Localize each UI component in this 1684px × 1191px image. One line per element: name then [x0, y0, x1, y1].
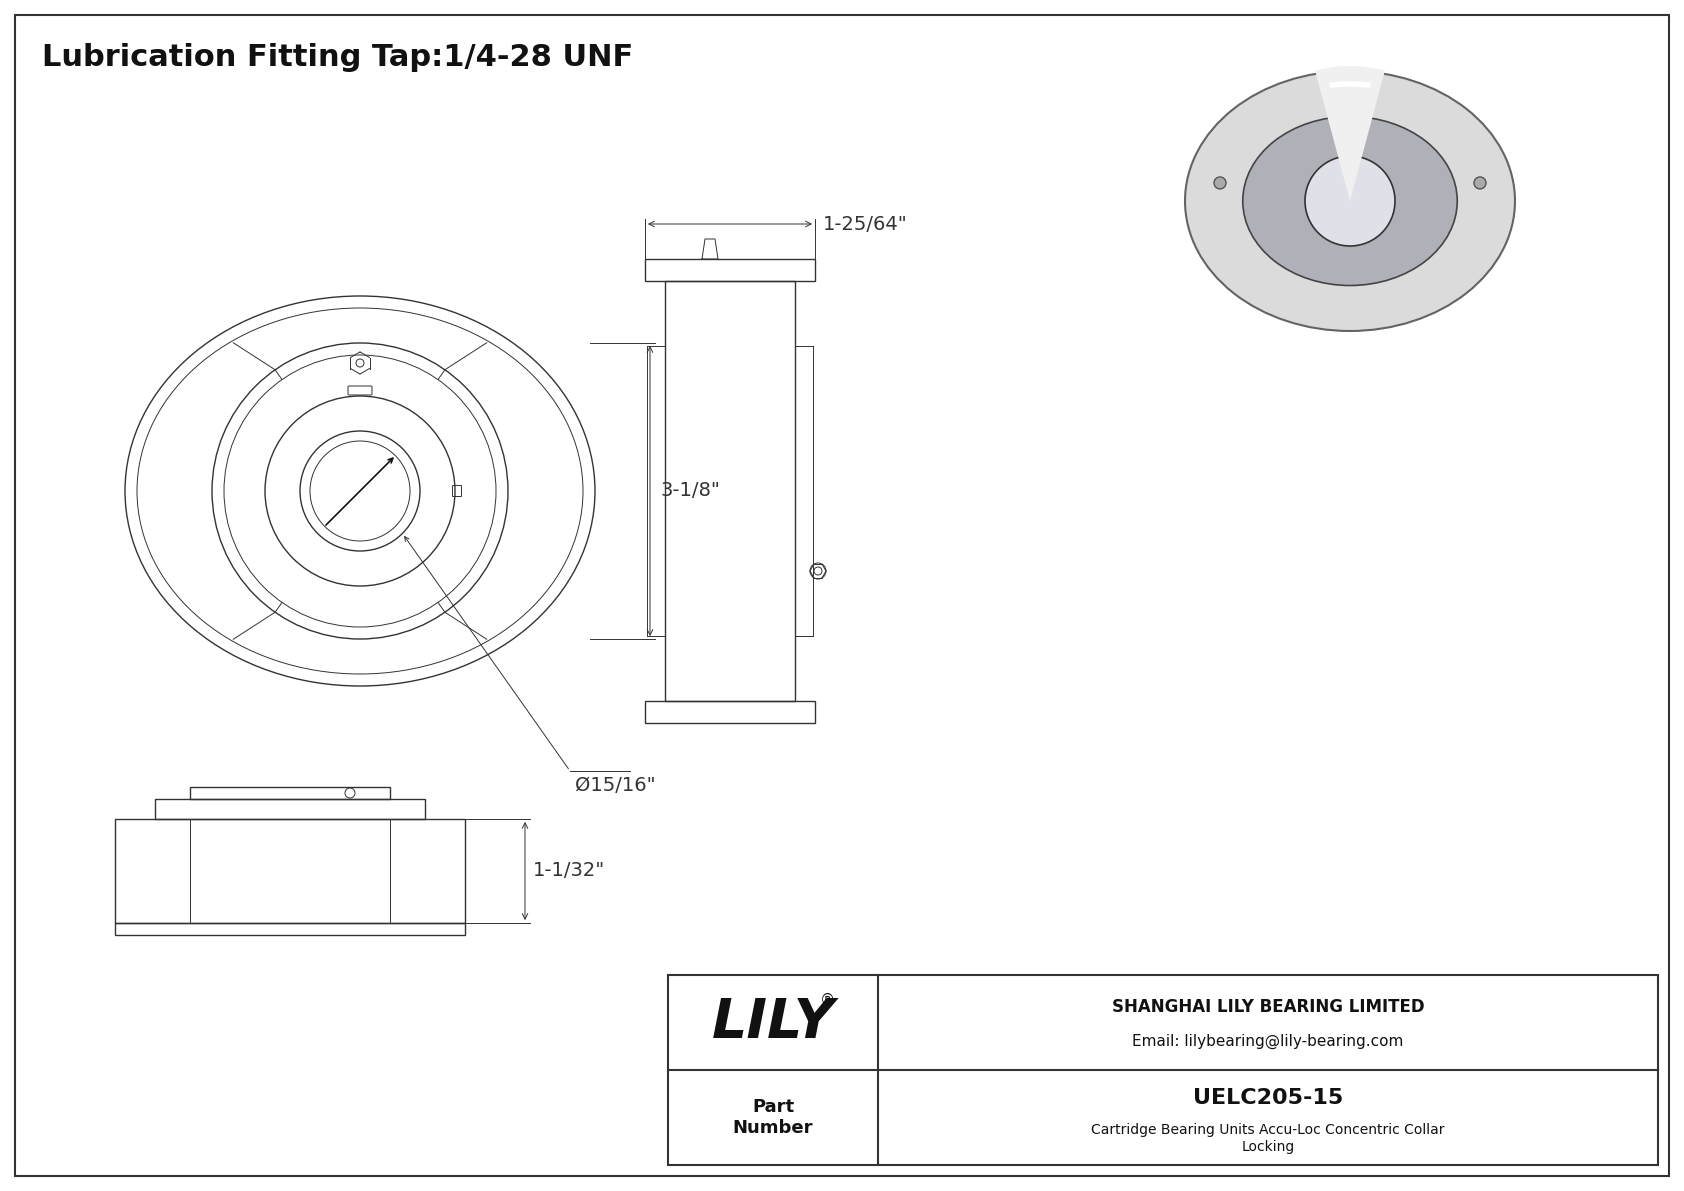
Text: ®: ®: [820, 993, 835, 1008]
Text: 1-1/32": 1-1/32": [534, 861, 605, 880]
Text: Email: lilybearing@lily-bearing.com: Email: lilybearing@lily-bearing.com: [1132, 1034, 1404, 1049]
Text: Lubrication Fitting Tap:1/4-28 UNF: Lubrication Fitting Tap:1/4-28 UNF: [42, 43, 633, 71]
Bar: [115, 819, 465, 923]
Text: 3-1/8": 3-1/8": [660, 481, 719, 500]
Bar: [155, 799, 424, 819]
Circle shape: [1474, 177, 1485, 189]
Ellipse shape: [1243, 117, 1457, 286]
Text: 1-25/64": 1-25/64": [823, 214, 908, 233]
Text: UELC205-15: UELC205-15: [1192, 1089, 1344, 1109]
Bar: [645, 701, 815, 723]
Bar: [665, 281, 795, 701]
Bar: [190, 787, 391, 799]
Bar: [669, 975, 1659, 1165]
Text: SHANGHAI LILY BEARING LIMITED: SHANGHAI LILY BEARING LIMITED: [1111, 998, 1425, 1016]
Text: LILY: LILY: [712, 996, 835, 1049]
Ellipse shape: [1186, 71, 1516, 331]
Text: Cartridge Bearing Units Accu-Loc Concentric Collar
Locking: Cartridge Bearing Units Accu-Loc Concent…: [1091, 1123, 1445, 1154]
Text: Ø15/16": Ø15/16": [574, 777, 655, 796]
Wedge shape: [1315, 66, 1384, 201]
Text: Part
Number: Part Number: [733, 1098, 813, 1137]
Bar: [115, 923, 465, 935]
Circle shape: [1305, 156, 1394, 247]
Circle shape: [1214, 177, 1226, 189]
Bar: [645, 258, 815, 281]
